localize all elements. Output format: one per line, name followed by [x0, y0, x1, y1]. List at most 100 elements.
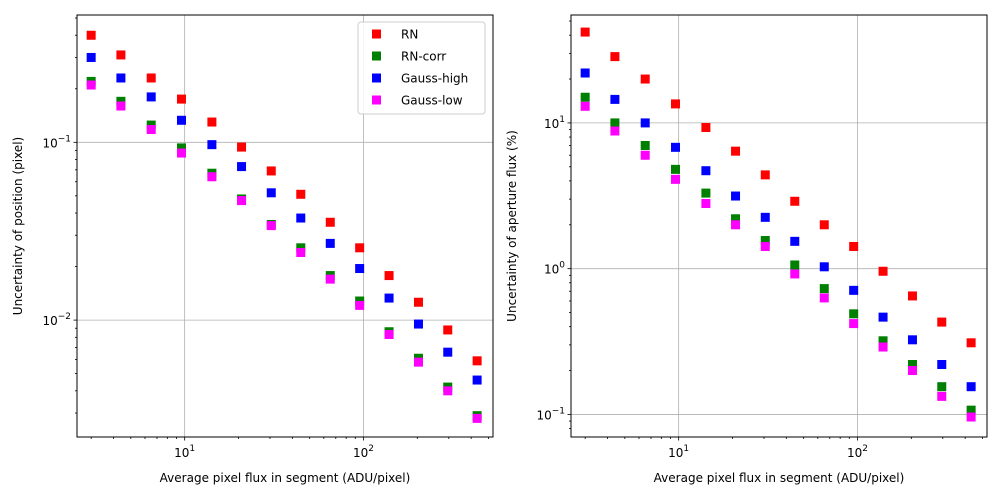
data-point — [819, 262, 829, 272]
legend-label: RN-corr — [401, 50, 446, 64]
data-point — [580, 68, 590, 78]
data-point — [670, 142, 680, 152]
data-point — [878, 266, 888, 276]
x-tick-label: 102 — [847, 444, 868, 460]
data-point — [116, 96, 126, 106]
data-point — [266, 221, 276, 231]
legend-label: Gauss-high — [401, 72, 468, 86]
data-point — [640, 74, 650, 84]
series-gauss-high — [86, 52, 482, 385]
data-point — [819, 220, 829, 230]
data-point — [790, 260, 800, 270]
series-rn-corr — [86, 76, 482, 421]
data-point — [760, 170, 770, 180]
data-point — [731, 214, 741, 224]
data-point — [580, 101, 590, 111]
data-point — [266, 166, 276, 176]
data-point — [670, 99, 680, 109]
data-point — [443, 325, 453, 335]
x-tick-label: 101 — [174, 444, 195, 460]
data-point — [966, 405, 976, 415]
data-point — [878, 336, 888, 346]
data-point — [790, 269, 800, 279]
data-point — [937, 382, 947, 392]
data-point — [116, 101, 126, 111]
legend-marker — [372, 51, 381, 61]
data-point — [849, 319, 859, 329]
data-point — [86, 80, 96, 90]
x-tick-label: 102 — [353, 444, 374, 460]
data-point — [413, 297, 423, 307]
data-point — [701, 188, 711, 198]
data-point — [966, 412, 976, 422]
data-point — [146, 92, 156, 102]
data-point — [640, 118, 650, 128]
data-point — [413, 319, 423, 329]
data-point — [819, 293, 829, 303]
data-point — [701, 123, 711, 133]
data-point — [580, 27, 590, 37]
data-point — [966, 382, 976, 392]
plot-frame — [76, 14, 494, 438]
y-tick-label: 10−2 — [42, 312, 71, 328]
data-point — [760, 241, 770, 251]
data-point — [849, 285, 859, 295]
data-point — [670, 174, 680, 184]
data-point — [937, 317, 947, 327]
data-point — [731, 146, 741, 156]
data-point — [86, 30, 96, 40]
data-point — [937, 360, 947, 370]
data-point — [207, 117, 217, 127]
data-point — [176, 115, 186, 125]
data-point — [819, 284, 829, 294]
data-point — [760, 212, 770, 222]
series-rn — [86, 30, 482, 366]
data-point — [580, 92, 590, 102]
data-point — [878, 312, 888, 322]
data-point — [176, 148, 186, 158]
plot-frame — [570, 14, 988, 438]
data-point — [146, 73, 156, 83]
series-gauss-low — [86, 80, 482, 423]
y-tick-label: 10−1 — [42, 134, 71, 150]
data-point — [384, 293, 394, 303]
data-point — [849, 241, 859, 251]
data-point — [907, 366, 917, 376]
series-gauss-low — [580, 101, 976, 422]
data-point — [937, 391, 947, 401]
data-point — [610, 94, 620, 104]
data-point — [413, 357, 423, 367]
y-tick-label: 10−1 — [536, 406, 565, 422]
data-point — [966, 338, 976, 348]
data-point — [443, 386, 453, 396]
data-point — [207, 172, 217, 182]
data-point — [296, 213, 306, 223]
data-point — [640, 150, 650, 160]
data-point — [384, 271, 394, 281]
data-point — [207, 140, 217, 150]
data-point — [176, 143, 186, 153]
y-axis-label: Uncertainty of position (pixel) — [11, 137, 25, 315]
legend-marker — [372, 73, 381, 83]
legend-box — [357, 21, 486, 115]
data-point — [701, 198, 711, 208]
data-point — [355, 264, 365, 274]
data-point — [355, 243, 365, 253]
data-point — [472, 413, 482, 423]
data-point — [237, 162, 247, 172]
x-axis-label: Average pixel flux in segment (ADU/pixel… — [654, 471, 905, 485]
y-tick-label: 101 — [544, 115, 565, 131]
legend-marker — [372, 95, 381, 105]
data-point — [878, 342, 888, 352]
legend-marker — [372, 29, 381, 39]
data-point — [790, 236, 800, 246]
x-tick-label: 101 — [668, 444, 689, 460]
data-point — [731, 191, 741, 201]
data-point — [472, 375, 482, 385]
data-point — [640, 140, 650, 150]
series-rn — [580, 27, 976, 348]
data-point — [86, 52, 96, 62]
data-point — [116, 73, 126, 83]
data-point — [355, 300, 365, 310]
